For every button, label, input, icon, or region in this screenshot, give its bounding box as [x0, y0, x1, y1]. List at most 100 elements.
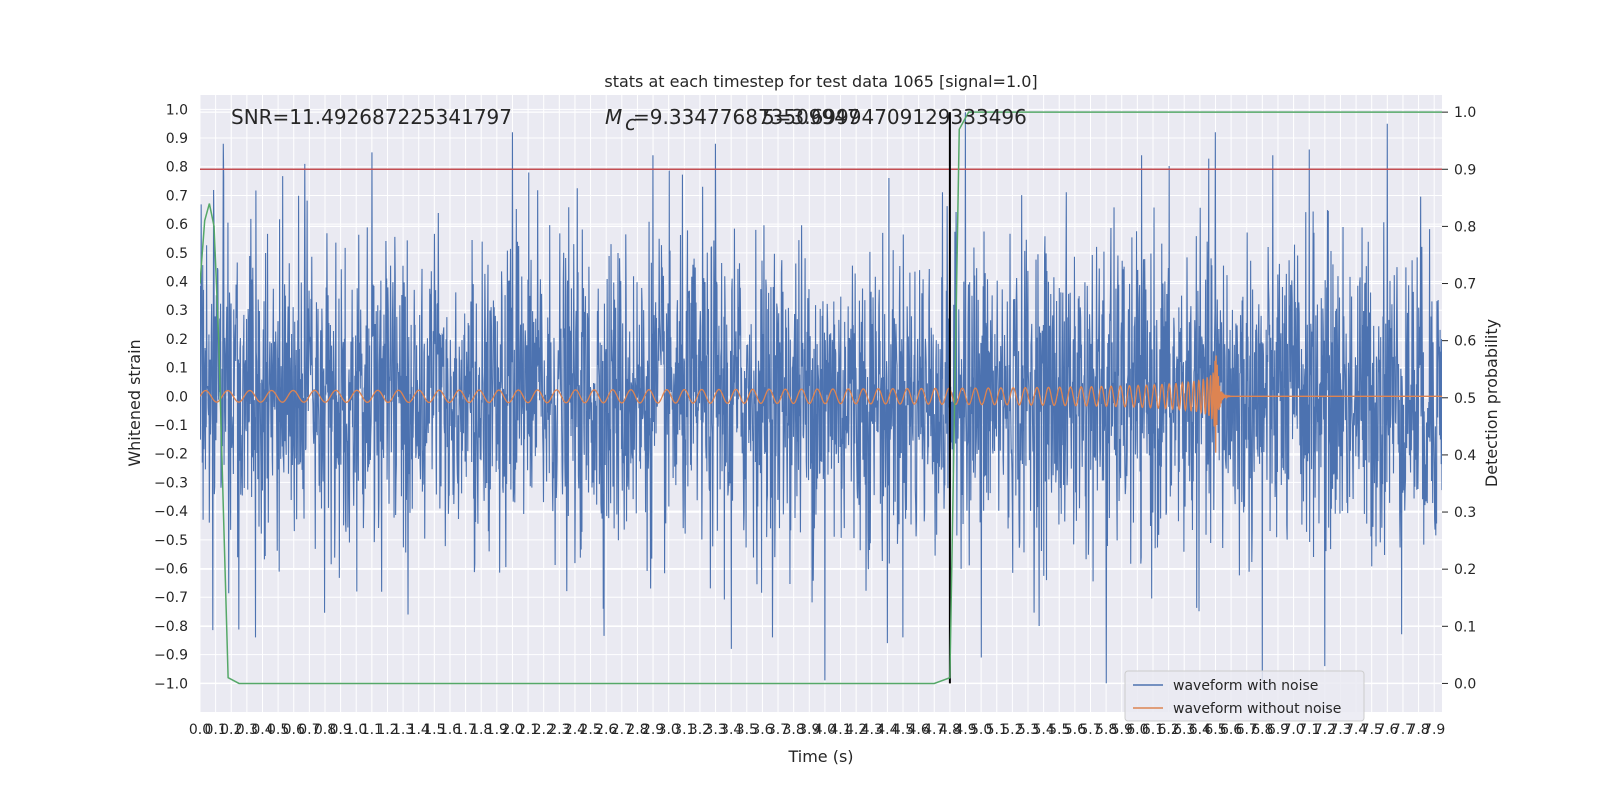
series-detection-probability [200, 111, 1442, 685]
x-tick-label: 7.5 [1361, 722, 1383, 738]
x-tick-label: 2.0 [501, 722, 523, 738]
y-tick-label: 0.2 [166, 332, 188, 348]
chirp-mass-symbol: M [605, 105, 622, 129]
x-tick-label: 7.0 [1282, 722, 1304, 738]
x-tick-label: 7.2 [1314, 722, 1336, 738]
x-tick-label: 7.8 [1407, 722, 1429, 738]
x-tick-label: 6.0 [1126, 722, 1148, 738]
y2-tick-label: 0.4 [1454, 448, 1476, 464]
y-tick-label: −0.3 [154, 475, 188, 491]
y2-tick-label: 0.3 [1454, 505, 1476, 521]
x-tick-labels: 0.00.10.20.30.40.50.60.70.80.91.01.11.21… [189, 722, 1445, 738]
x-tick-label: 6.6 [1220, 722, 1242, 738]
x-tick-label: 0.1 [204, 722, 226, 738]
y-tick-label: 0.3 [166, 303, 188, 319]
x-tick-label: 1.4 [408, 722, 430, 738]
x-tick-label: 5.5 [1048, 722, 1070, 738]
x-tick-label: 7.9 [1423, 722, 1445, 738]
x-tick-label: 1.5 [423, 722, 445, 738]
x-tick-label: 0.6 [283, 722, 305, 738]
x-tick-label: 6.7 [1236, 722, 1258, 738]
x-tick-label: 2.1 [517, 722, 539, 738]
legend: waveform with noise waveform without noi… [1124, 670, 1365, 722]
y-tick-label: −0.9 [154, 648, 188, 664]
x-tick-label: 7.7 [1392, 722, 1414, 738]
x-tick-label: 6.1 [1142, 722, 1164, 738]
x-tick-label: 3.2 [689, 722, 711, 738]
x-tick-label: 4.3 [861, 722, 883, 738]
x-tick-label: 5.9 [1111, 722, 1133, 738]
x-tick-label: 2.4 [564, 722, 586, 738]
y2-tick-label: 0.8 [1454, 219, 1476, 235]
overlapping-annotation: 5=3.69994709129333496 [762, 105, 1027, 129]
x-tick-label: 0.3 [236, 722, 258, 738]
y-tick-label: −0.8 [154, 619, 188, 635]
series-waveform-without-noise [200, 355, 1442, 453]
x-tick-label: 1.6 [439, 722, 461, 738]
x-tick-label: 2.8 [626, 722, 648, 738]
x-tick-label: 1.2 [376, 722, 398, 738]
x-tick-label: 6.9 [1267, 722, 1289, 738]
y-tick-labels: −1.0 −0.9 −0.8 −0.7 −0.6 −0.5 −0.4 −0.3 −0.2 −0.1… [154, 102, 188, 692]
y-tick-label: −0.6 [154, 562, 188, 578]
y-axis-label: Whitened strain [125, 339, 144, 466]
x-tick-label: 4.4 [876, 722, 898, 738]
x-tick-label: 1.9 [486, 722, 508, 738]
x-tick-label: 5.4 [1032, 722, 1054, 738]
y-tick-label: −0.2 [154, 447, 188, 463]
x-tick-label: 6.4 [1189, 722, 1211, 738]
x-tick-label: 3.5 [736, 722, 758, 738]
y2-axis-label: Detection probability [1482, 319, 1501, 487]
x-tick-label: 6.5 [1204, 722, 1226, 738]
x-tick-label: 1.7 [454, 722, 476, 738]
x-tick-label: 1.1 [361, 722, 383, 738]
y2-tick-labels: 0.0 0.1 0.2 0.3 0.4 0.5 0.6 0.7 0.8 0.9 1.0 [1442, 105, 1476, 692]
y-tick-label: 0.0 [166, 389, 188, 405]
x-tick-label: 4.5 [892, 722, 914, 738]
x-tick-label: 2.5 [579, 722, 601, 738]
x-tick-label: 3.8 [783, 722, 805, 738]
x-tick-label: 3.3 [704, 722, 726, 738]
y-tick-label: −1.0 [154, 676, 188, 692]
x-tick-label: 1.8 [470, 722, 492, 738]
x-tick-label: 5.2 [1001, 722, 1023, 738]
y-tick-label: 0.6 [166, 217, 188, 233]
y-tick-label: 0.1 [166, 361, 188, 377]
y-tick-label: 1.0 [166, 102, 188, 118]
y2-tick-label: 1.0 [1454, 105, 1476, 121]
x-tick-label: 5.3 [1017, 722, 1039, 738]
x-tick-label: 3.4 [720, 722, 742, 738]
y-tick-label: 0.5 [166, 246, 188, 262]
x-tick-label: 0.4 [251, 722, 273, 738]
x-tick-label: 6.3 [1173, 722, 1195, 738]
x-tick-label: 4.9 [954, 722, 976, 738]
x-tick-label: 7.4 [1345, 722, 1367, 738]
x-tick-label: 2.6 [595, 722, 617, 738]
y-tick-label: −0.7 [154, 590, 188, 606]
x-tick-label: 2.2 [533, 722, 555, 738]
x-tick-label: 0.8 [314, 722, 336, 738]
y2-tick-label: 0.0 [1454, 676, 1476, 692]
x-tick-label: 4.1 [829, 722, 851, 738]
x-tick-label: 7.6 [1376, 722, 1398, 738]
x-tick-label: 0.5 [267, 722, 289, 738]
y2-tick-label: 0.1 [1454, 619, 1476, 635]
x-tick-label: 7.3 [1329, 722, 1351, 738]
chirp-mass-annotation: =9.334776873509947 [633, 105, 860, 129]
x-tick-label: 4.7 [923, 722, 945, 738]
y2-tick-label: 0.9 [1454, 162, 1476, 178]
x-tick-label: 4.2 [845, 722, 867, 738]
x-tick-label: 0.0 [189, 722, 211, 738]
x-tick-label: 2.7 [611, 722, 633, 738]
legend-label-with-noise: waveform with noise [1173, 678, 1318, 694]
y2-tick-label: 0.5 [1454, 391, 1476, 407]
x-tick-label: 4.8 [939, 722, 961, 738]
x-tick-label: 3.6 [751, 722, 773, 738]
x-tick-label: 0.9 [329, 722, 351, 738]
series-waveform-with-noise [200, 112, 1442, 684]
y-tick-label: 0.8 [166, 160, 188, 176]
x-tick-label: 5.6 [1064, 722, 1086, 738]
x-tick-label: 3.1 [673, 722, 695, 738]
